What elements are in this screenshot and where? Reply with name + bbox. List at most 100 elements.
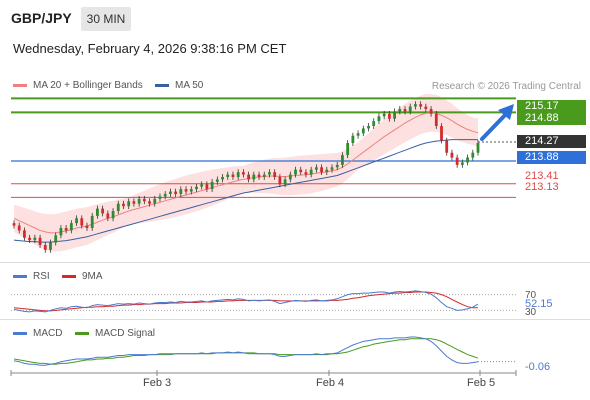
- candle-body: [127, 201, 131, 207]
- candle-body: [377, 116, 381, 122]
- candle-body: [64, 228, 68, 231]
- legend-ma20: MA 20 + Bollinger Bands: [13, 80, 143, 91]
- candle-body: [262, 174, 266, 177]
- candle-body: [367, 126, 370, 129]
- candle-body: [434, 113, 438, 126]
- pivot-badge: 213.88: [517, 151, 586, 164]
- candle-body: [148, 201, 151, 204]
- candle-body: [184, 189, 188, 192]
- candle-body: [33, 237, 37, 241]
- rsi-value: 52.15: [525, 298, 553, 310]
- candle-body: [471, 152, 475, 158]
- candle-body: [231, 174, 235, 177]
- support-1-label: 213.41: [525, 170, 559, 182]
- candle-body: [111, 211, 115, 219]
- forecast-arrow: [480, 110, 510, 141]
- x-tick-label: Feb 3: [143, 377, 172, 389]
- candle-body: [158, 196, 162, 199]
- legend-rsi-ma: 9MA: [62, 271, 103, 282]
- forecast-arrowhead: [498, 104, 514, 120]
- candle-body: [215, 179, 219, 182]
- candle-body: [179, 189, 183, 194]
- candle-body: [424, 106, 428, 109]
- candle-body: [268, 172, 271, 175]
- timeframe-button[interactable]: 30 MIN: [81, 7, 131, 31]
- macd-signal-swatch: [75, 332, 89, 335]
- candle-body: [419, 104, 423, 107]
- candle-body: [304, 172, 308, 175]
- macd-swatch: [13, 332, 27, 335]
- candle-body: [450, 152, 454, 158]
- candle-body: [325, 169, 329, 173]
- candle-body: [299, 169, 303, 173]
- candle-body: [122, 203, 125, 207]
- candle-body: [335, 164, 339, 168]
- candle-body: [169, 191, 172, 194]
- candle-body: [17, 225, 21, 231]
- candle-body: [210, 181, 214, 190]
- macd-line: [13, 336, 479, 366]
- macd-signal-label: MACD Signal: [95, 328, 156, 339]
- rsi-swatch: [13, 275, 27, 278]
- candle-body: [356, 133, 360, 136]
- candle-body: [408, 106, 412, 112]
- ma20-label: MA 20 + Bollinger Bands: [33, 80, 143, 91]
- candle-body: [273, 172, 277, 177]
- current-price-badge: 214.27: [517, 135, 586, 148]
- candle-body: [314, 167, 318, 170]
- ma20-swatch: [13, 84, 27, 87]
- candle-body: [132, 201, 136, 204]
- candle-body: [330, 167, 334, 170]
- candle-body: [346, 143, 350, 156]
- resistance-2-badge: 214.88: [517, 112, 586, 125]
- candle-body: [90, 215, 94, 228]
- candle-body: [23, 230, 26, 238]
- candle-body: [54, 235, 58, 243]
- candle-body: [294, 169, 297, 175]
- candle-body: [96, 208, 99, 216]
- candle-body: [372, 121, 376, 126]
- candle-body: [361, 128, 365, 134]
- candle-body: [142, 198, 146, 202]
- candle-body: [455, 157, 459, 165]
- rsi-label: RSI: [33, 271, 50, 282]
- macd-label: MACD: [33, 328, 63, 339]
- bollinger-band: [14, 93, 478, 252]
- candle-body: [116, 203, 120, 211]
- candle-body: [440, 126, 443, 141]
- candle-body: [174, 191, 178, 194]
- ma50-swatch: [155, 84, 169, 87]
- rsi-level-70: 70: [525, 290, 537, 301]
- candle-body: [12, 223, 16, 226]
- candle-body: [429, 109, 433, 114]
- candle-body: [153, 198, 157, 204]
- legend-macd-signal: MACD Signal: [75, 328, 155, 339]
- macd-value: -0.06: [525, 361, 551, 373]
- support-2-label: 213.13: [525, 181, 559, 193]
- legend-macd: MACD: [13, 328, 62, 339]
- candle-body: [80, 218, 84, 226]
- candle-body: [236, 172, 240, 177]
- candle-body: [283, 179, 287, 185]
- candle-body: [309, 169, 313, 175]
- x-tick-label: Feb 5: [467, 377, 496, 389]
- candle-body: [445, 140, 449, 153]
- legend-ma50: MA 50: [155, 80, 203, 91]
- candle-body: [226, 174, 230, 177]
- candle-body: [189, 189, 193, 192]
- candle-body: [59, 228, 63, 236]
- rsi-level-30: 30: [525, 307, 537, 318]
- candle-body: [460, 162, 464, 165]
- candle-body: [252, 174, 256, 180]
- candle-body: [101, 208, 105, 214]
- candle-body: [221, 177, 224, 180]
- candle-body: [351, 135, 355, 143]
- candle-body: [69, 223, 73, 231]
- macd-signal-line: [13, 338, 479, 365]
- candle-body: [382, 113, 386, 117]
- candle-body: [257, 174, 261, 177]
- resistance-1-badge: 215.17: [517, 100, 586, 113]
- candle-body: [43, 245, 47, 250]
- rsi-ma-swatch: [62, 275, 76, 278]
